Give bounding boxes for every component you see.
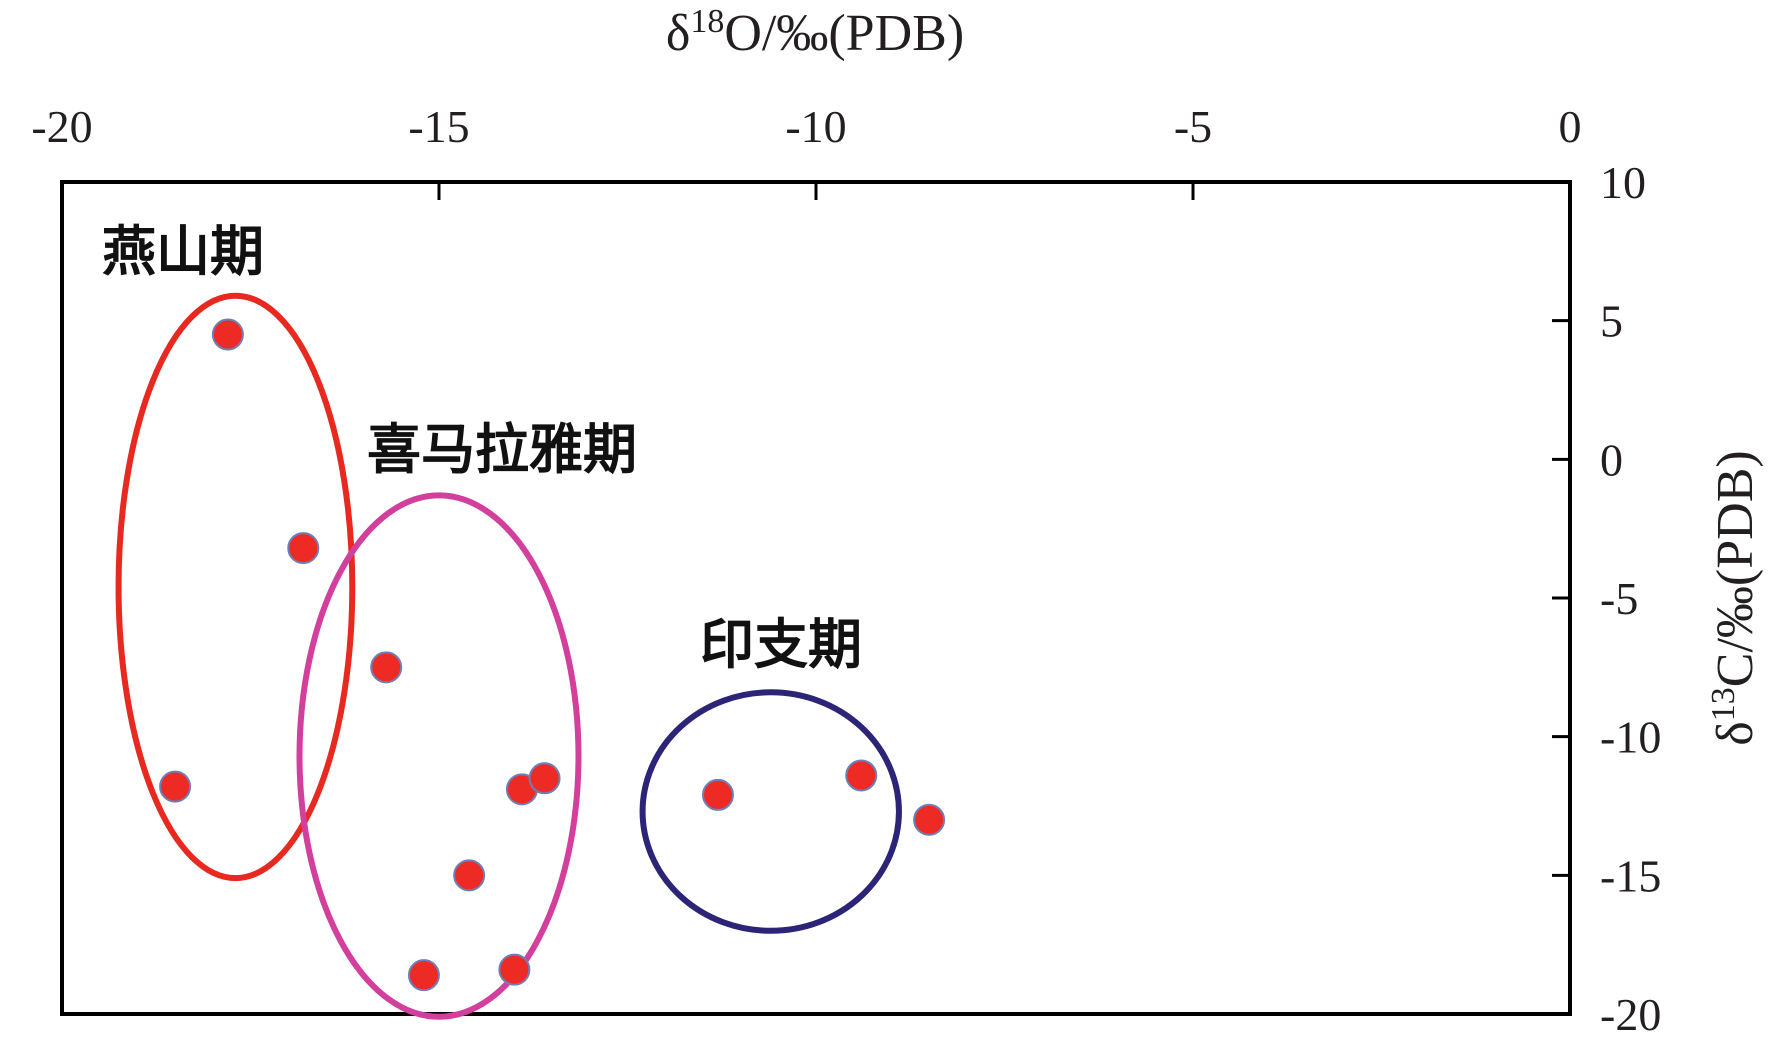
y-axis-title: δ13C/‰(PDB) [1705, 450, 1764, 745]
data-point [453, 859, 486, 892]
data-point [287, 532, 320, 565]
y-tick-label: 5 [1600, 296, 1623, 347]
x-axis-title: δ18O/‰(PDB) [666, 3, 964, 62]
x-axis-title-superscript: 18 [690, 3, 724, 40]
group-ellipses [115, 292, 902, 1020]
data-point [407, 959, 440, 992]
x-tick-label: 0 [1559, 101, 1582, 152]
group-label-indosinian: 印支期 [700, 612, 862, 676]
x-tick-label: -10 [785, 101, 846, 152]
data-points [159, 318, 946, 992]
data-point [498, 953, 531, 986]
y-tick-label: -5 [1600, 573, 1638, 624]
y-tick-label: 0 [1600, 434, 1623, 485]
y-axis-title-superscript: 13 [1705, 687, 1742, 721]
x-axis: -20 -15 -10 -5 0 [31, 101, 1582, 200]
group-ellipse-himalayan [296, 492, 582, 1020]
y-tick-label: -20 [1600, 989, 1661, 1040]
group-ellipse-indosinian [639, 689, 902, 934]
data-point [159, 770, 192, 803]
y-tick-label: -10 [1600, 712, 1661, 763]
plot-area-frame [60, 180, 1572, 1016]
x-tick-label: -15 [408, 101, 469, 152]
data-point [370, 651, 403, 684]
data-point [528, 762, 561, 795]
y-tick-label: 10 [1600, 157, 1646, 208]
y-axis: 10 5 0 -5 -10 -15 -20 [1552, 157, 1661, 1040]
data-point [845, 759, 878, 792]
group-label-yanshan: 燕山期 [102, 219, 264, 283]
group-label-himalayan: 喜马拉雅期 [367, 417, 637, 481]
data-point [913, 803, 946, 836]
data-point [211, 318, 244, 351]
x-tick-label: -20 [31, 101, 92, 152]
group-ellipse-yanshan [115, 292, 356, 882]
data-point [701, 778, 734, 811]
y-tick-label: -15 [1600, 850, 1661, 901]
x-tick-label: -5 [1174, 101, 1212, 152]
